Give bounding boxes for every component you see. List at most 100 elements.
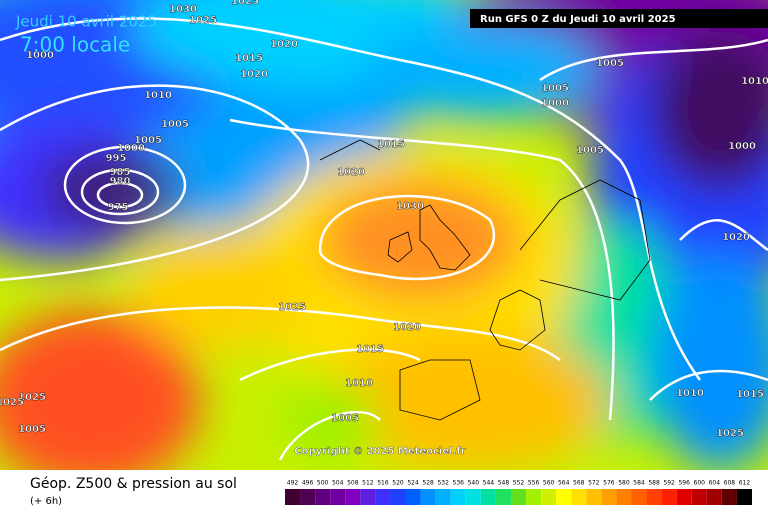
isobar-label: 1005 <box>541 83 569 94</box>
scale-label: 556 <box>528 480 540 487</box>
scale-swatch <box>541 489 557 505</box>
scale-label: 536 <box>453 480 465 487</box>
isobar-label: 980 <box>110 176 131 187</box>
scale-swatch <box>661 489 677 505</box>
isobar-label: 995 <box>106 153 127 164</box>
scale-swatch <box>706 489 722 505</box>
scale-label: 508 <box>347 480 359 487</box>
scale-label: 572 <box>588 480 600 487</box>
scale-swatch <box>435 489 451 505</box>
color-scale: 492 496 500 504 508 512 516 520 524 528 532 536 540 5… <box>285 480 752 505</box>
isobar-label: 985 <box>110 167 131 178</box>
scale-label: 544 <box>483 480 495 487</box>
isobar-label: 1020 <box>393 322 421 333</box>
isobar-label: 1005 <box>134 135 162 146</box>
scale-label: 528 <box>422 480 434 487</box>
isobar-label: 1030 <box>169 4 197 15</box>
isobar-label: 1005 <box>331 413 359 424</box>
scale-label: 548 <box>498 480 510 487</box>
scale-swatch <box>315 489 331 505</box>
isobar-label: 1025 <box>189 15 217 26</box>
scale-swatch <box>465 489 481 505</box>
map-field <box>0 0 768 470</box>
isobar-label: 1025 <box>0 397 24 408</box>
scale-label: 524 <box>407 480 419 487</box>
scale-swatch <box>360 489 376 505</box>
scale-swatch <box>616 489 632 505</box>
isobar-label: 1020 <box>337 167 365 178</box>
scale-swatch <box>646 489 662 505</box>
isobar-label: 1020 <box>722 232 750 243</box>
scale-swatch <box>526 489 542 505</box>
isobar-label: 1000 <box>541 98 569 109</box>
scale-swatch <box>721 489 737 505</box>
isobar-label: 1010 <box>345 378 373 389</box>
scale-swatch <box>300 489 316 505</box>
isobar-label: 1000 <box>728 141 756 152</box>
isobar-label: 1015 <box>377 139 405 150</box>
scale-swatch <box>390 489 406 505</box>
isobar-label: 1025 <box>18 392 46 403</box>
scale-swatch <box>420 489 436 505</box>
scale-swatch <box>676 489 692 505</box>
scale-label: 512 <box>362 480 374 487</box>
scale-swatch <box>450 489 466 505</box>
isobar-label: 1005 <box>576 145 604 156</box>
scale-label: 608 <box>724 480 736 487</box>
scale-swatch <box>586 489 602 505</box>
scale-swatch <box>330 489 346 505</box>
scale-label: 596 <box>678 480 690 487</box>
scale-label: 500 <box>317 480 329 487</box>
isobar-label: 1010 <box>741 76 768 87</box>
isobar-label: 975 <box>108 202 129 213</box>
scale-swatch <box>556 489 572 505</box>
coastlines <box>319 139 651 421</box>
isobar-label: 1005 <box>18 424 46 435</box>
scale-label: 532 <box>437 480 449 487</box>
scale-label: 612 <box>739 480 751 487</box>
scale-label: 568 <box>573 480 585 487</box>
scale-label: 580 <box>618 480 630 487</box>
scale-label: 520 <box>392 480 404 487</box>
date: Jeudi 10 avril 2025 <box>15 13 157 31</box>
scale-label: 504 <box>332 480 344 487</box>
scale-swatch <box>631 489 647 505</box>
scale-label: 492 <box>287 480 299 487</box>
isobar-label: 1010 <box>144 90 172 101</box>
isobar-label: 1030 <box>396 201 424 212</box>
scale-swatch <box>571 489 587 505</box>
scale-label: 584 <box>633 480 645 487</box>
scale-label: 552 <box>513 480 525 487</box>
scale-swatch <box>691 489 707 505</box>
isobar-label: 1025 <box>278 302 306 313</box>
forecast-step: (+ 6h) <box>30 496 62 507</box>
scale-swatch <box>495 489 511 505</box>
scale-swatch <box>510 489 527 505</box>
footer-title: Géop. Z500 & pression au sol <box>30 476 237 492</box>
scale-swatch <box>345 489 361 505</box>
scale-label: 592 <box>663 480 675 487</box>
isobar-label: 1025 <box>716 428 744 439</box>
copyright: Copyright © 2025 Meteociel.fr <box>294 446 465 457</box>
scale-label: 604 <box>709 480 721 487</box>
isobar-label: 1000 <box>117 143 145 154</box>
scale-swatch <box>601 489 617 505</box>
isobar-label: 1025 <box>231 0 259 7</box>
isobar-label: 1000 <box>26 50 54 61</box>
isobar-label: 1015 <box>356 344 384 355</box>
scale-label: 560 <box>543 480 555 487</box>
scale-swatch <box>375 489 391 505</box>
run-info: Run GFS 0 Z du Jeudi 10 avril 2025 <box>480 14 676 25</box>
isobar-label: 1005 <box>596 58 624 69</box>
isobar-label: 1005 <box>161 119 189 130</box>
isobars <box>0 17 768 461</box>
scale-label: 564 <box>558 480 570 487</box>
scale-label: 576 <box>603 480 615 487</box>
scale-label: 600 <box>694 480 706 487</box>
scale-swatch <box>736 489 752 505</box>
isobar-label: 1015 <box>736 389 764 400</box>
scale-label: 516 <box>377 480 389 487</box>
run-box <box>470 9 768 28</box>
scale-label: 588 <box>648 480 660 487</box>
